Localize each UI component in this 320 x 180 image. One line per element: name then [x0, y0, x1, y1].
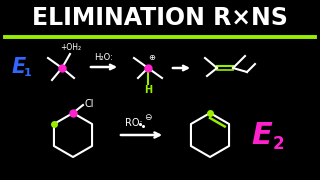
Text: H₂O:: H₂O: [95, 53, 113, 62]
Text: ⊖: ⊖ [144, 112, 152, 122]
Text: ⊕: ⊕ [148, 53, 156, 62]
Text: Cl: Cl [84, 99, 94, 109]
Text: ELIMINATION R×NS: ELIMINATION R×NS [32, 6, 288, 30]
Text: 2: 2 [272, 135, 284, 153]
Text: +OH₂: +OH₂ [60, 44, 82, 53]
Text: RO:: RO: [125, 118, 143, 128]
Text: H: H [144, 85, 152, 95]
Text: 1: 1 [24, 68, 32, 78]
Text: E: E [252, 122, 272, 150]
Text: E: E [12, 57, 26, 77]
